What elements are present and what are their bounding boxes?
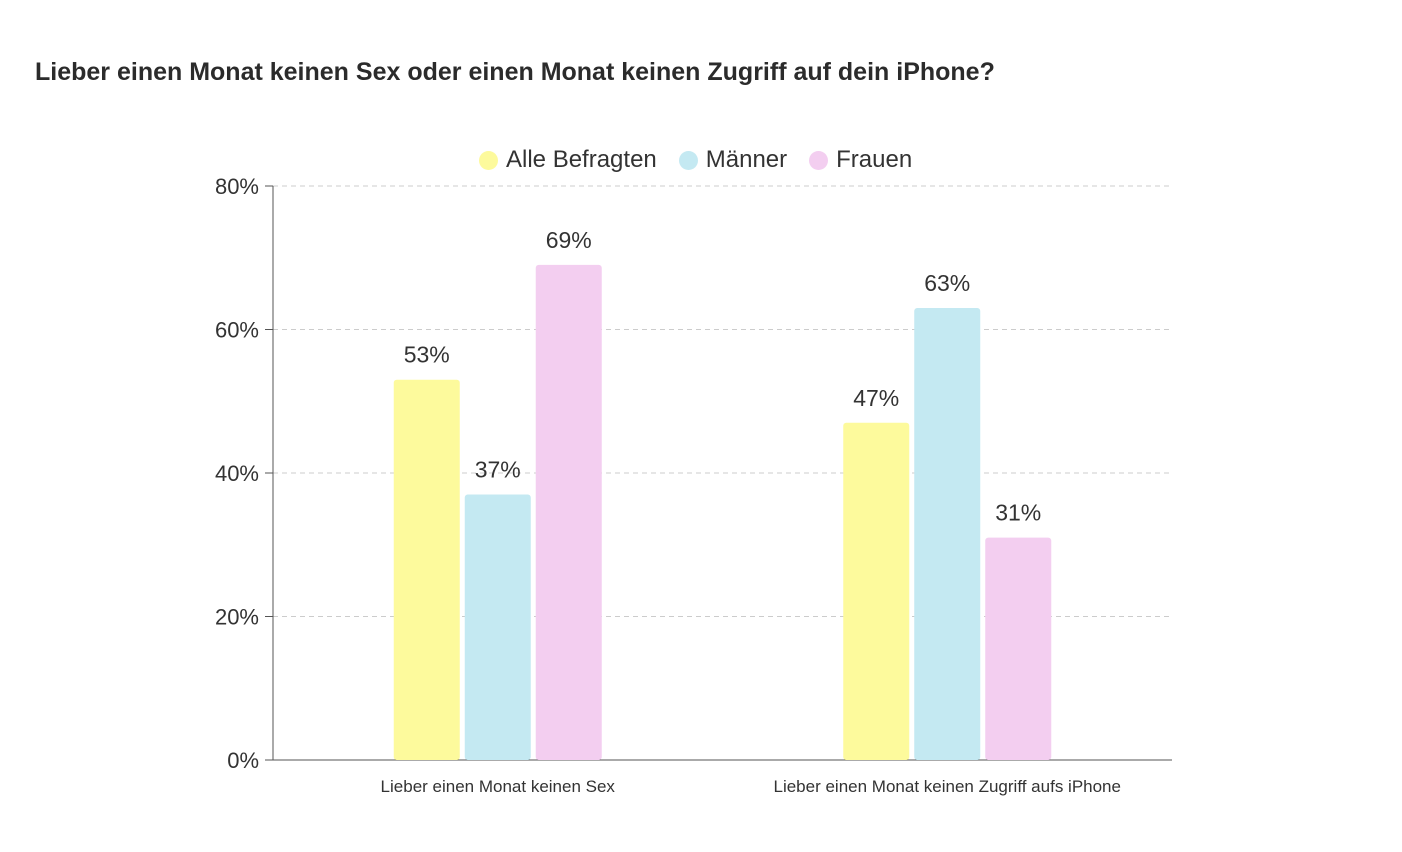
- legend-swatch-frauen: [809, 150, 829, 170]
- bar: [535, 264, 602, 760]
- bar: [985, 537, 1052, 760]
- data-label: 37%: [475, 457, 521, 483]
- legend-label-maenner: Männer: [705, 146, 788, 173]
- y-tick-label: 40%: [215, 461, 259, 486]
- data-label: 69%: [546, 227, 592, 253]
- legend: Alle Befragten Männer Frauen: [479, 146, 912, 174]
- legend-item-maenner[interactable]: Männer: [678, 146, 788, 174]
- legend-swatch-alle-befragten: [479, 150, 498, 170]
- y-tick-label: 20%: [215, 605, 259, 630]
- legend-item-frauen[interactable]: Frauen: [809, 146, 912, 174]
- data-label: 53%: [404, 342, 450, 368]
- data-label: 47%: [853, 385, 899, 411]
- legend-item-alle-befragten[interactable]: Alle Befragten: [479, 146, 657, 174]
- legend-label-alle-befragten: Alle Befragten: [506, 146, 657, 173]
- x-category-label: Lieber einen Monat keinen Zugriff aufs i…: [774, 777, 1121, 796]
- data-label: 63%: [924, 270, 970, 296]
- data-label: 31%: [995, 500, 1041, 526]
- bar: [914, 307, 981, 760]
- bar: [393, 379, 460, 760]
- y-tick-label: 80%: [215, 174, 259, 199]
- chart-title: Lieber einen Monat keinen Sex oder einen…: [35, 58, 995, 86]
- legend-label-frauen: Frauen: [836, 146, 913, 173]
- y-tick-label: 60%: [215, 318, 259, 343]
- legend-swatch-maenner: [678, 150, 698, 170]
- x-category-label: Lieber einen Monat keinen Sex: [381, 777, 616, 796]
- y-tick-label: 0%: [227, 748, 259, 773]
- bar: [464, 494, 531, 760]
- bar: [843, 422, 910, 760]
